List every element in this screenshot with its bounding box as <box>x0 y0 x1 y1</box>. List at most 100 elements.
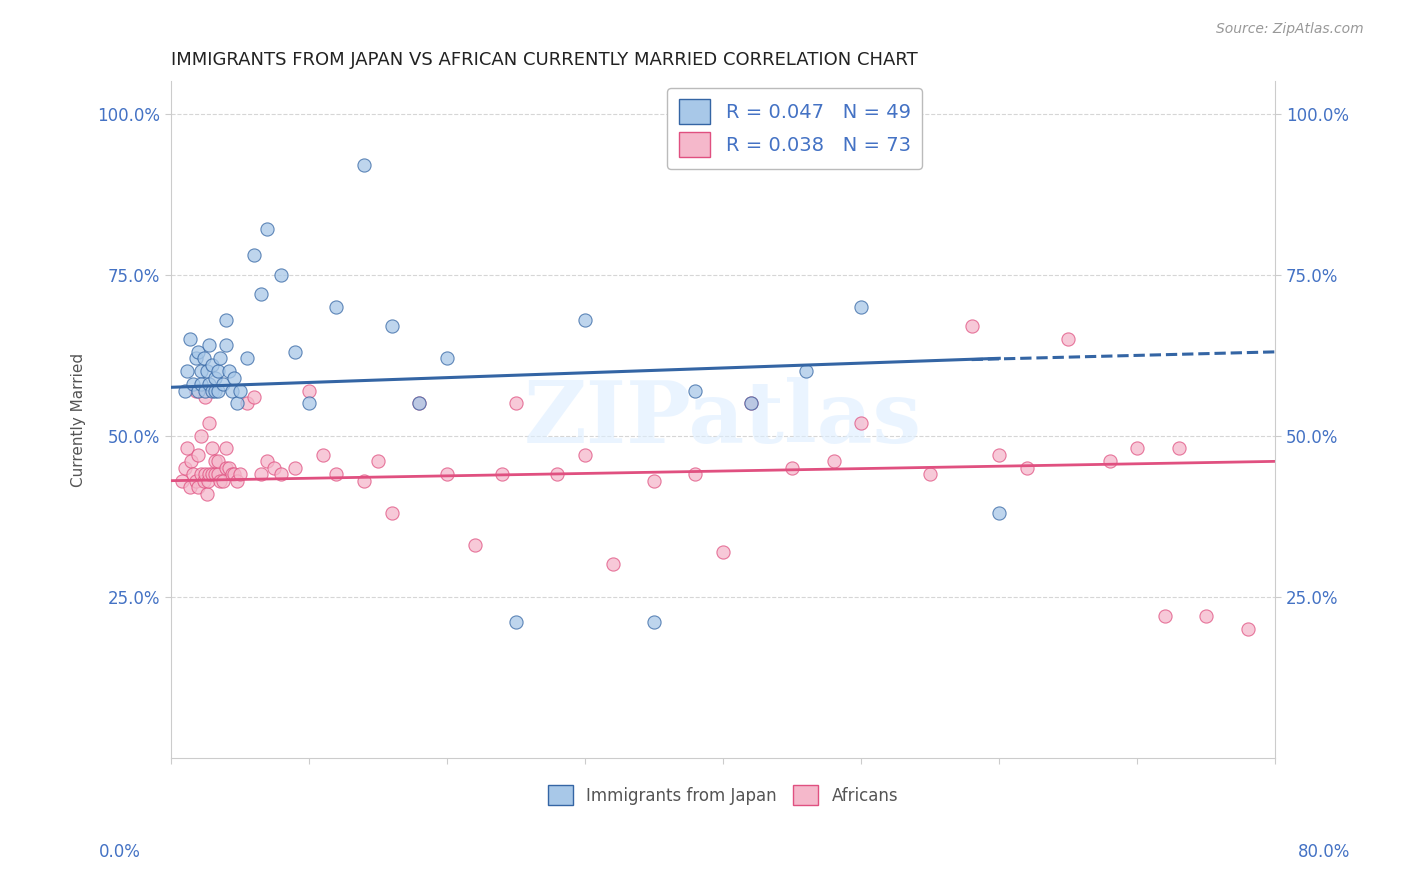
Point <box>215 442 238 456</box>
Point <box>187 384 209 398</box>
Point <box>740 396 762 410</box>
Point <box>1195 609 1218 624</box>
Point <box>181 467 204 482</box>
Point <box>823 454 845 468</box>
Point <box>353 474 375 488</box>
Point <box>173 384 195 398</box>
Point <box>193 351 215 366</box>
Point <box>408 396 430 410</box>
Text: 0.0%: 0.0% <box>98 843 141 861</box>
Point <box>194 390 217 404</box>
Point <box>381 506 404 520</box>
Point <box>212 377 235 392</box>
Point <box>1057 332 1080 346</box>
Point <box>207 454 229 468</box>
Point <box>201 467 224 482</box>
Point <box>204 467 226 482</box>
Point <box>643 615 665 630</box>
Point <box>207 364 229 378</box>
Point <box>1154 609 1177 624</box>
Point <box>198 416 221 430</box>
Point <box>685 467 707 482</box>
Point <box>204 370 226 384</box>
Point <box>215 338 238 352</box>
Point <box>198 338 221 352</box>
Point <box>602 558 624 572</box>
Point <box>201 442 224 456</box>
Legend: Immigrants from Japan, Africans: Immigrants from Japan, Africans <box>540 777 907 814</box>
Point <box>176 364 198 378</box>
Point <box>256 222 278 236</box>
Point <box>988 506 1011 520</box>
Point <box>1098 454 1121 468</box>
Point <box>215 312 238 326</box>
Point <box>436 351 458 366</box>
Point <box>249 286 271 301</box>
Point <box>235 351 257 366</box>
Point <box>505 396 527 410</box>
Point <box>212 474 235 488</box>
Point <box>436 467 458 482</box>
Point <box>218 460 240 475</box>
Point <box>284 344 307 359</box>
Point <box>464 538 486 552</box>
Point <box>184 384 207 398</box>
Point <box>224 370 246 384</box>
Point <box>204 384 226 398</box>
Point <box>226 474 249 488</box>
Point <box>195 486 218 500</box>
Point <box>1236 622 1258 636</box>
Point <box>1126 442 1149 456</box>
Point <box>740 396 762 410</box>
Point <box>505 615 527 630</box>
Y-axis label: Currently Married: Currently Married <box>72 352 86 486</box>
Point <box>195 364 218 378</box>
Point <box>180 454 202 468</box>
Text: 80.0%: 80.0% <box>1298 843 1350 861</box>
Point <box>194 467 217 482</box>
Text: Source: ZipAtlas.com: Source: ZipAtlas.com <box>1216 22 1364 37</box>
Point <box>1167 442 1189 456</box>
Point <box>179 332 201 346</box>
Point <box>184 474 207 488</box>
Point <box>194 384 217 398</box>
Point <box>179 480 201 494</box>
Point <box>960 319 983 334</box>
Point <box>198 377 221 392</box>
Point <box>190 428 212 442</box>
Point <box>221 467 243 482</box>
Point <box>193 474 215 488</box>
Point <box>190 364 212 378</box>
Point <box>298 384 321 398</box>
Point <box>546 467 568 482</box>
Point <box>184 351 207 366</box>
Text: ZIPatlas: ZIPatlas <box>524 377 922 461</box>
Point <box>229 384 252 398</box>
Point <box>794 364 817 378</box>
Point <box>176 442 198 456</box>
Point <box>242 390 264 404</box>
Point <box>849 300 872 314</box>
Point <box>187 344 209 359</box>
Point <box>298 396 321 410</box>
Point <box>187 480 209 494</box>
Point <box>353 158 375 172</box>
Point <box>242 248 264 262</box>
Point <box>284 460 307 475</box>
Point <box>685 384 707 398</box>
Point <box>270 268 292 282</box>
Point <box>780 460 803 475</box>
Point <box>311 448 333 462</box>
Point <box>270 467 292 482</box>
Point <box>491 467 513 482</box>
Point <box>229 467 252 482</box>
Text: IMMIGRANTS FROM JAPAN VS AFRICAN CURRENTLY MARRIED CORRELATION CHART: IMMIGRANTS FROM JAPAN VS AFRICAN CURRENT… <box>170 51 918 69</box>
Point <box>226 396 249 410</box>
Point <box>408 396 430 410</box>
Point <box>187 448 209 462</box>
Point <box>204 454 226 468</box>
Point <box>367 454 389 468</box>
Point <box>207 467 229 482</box>
Point <box>209 474 232 488</box>
Point <box>256 454 278 468</box>
